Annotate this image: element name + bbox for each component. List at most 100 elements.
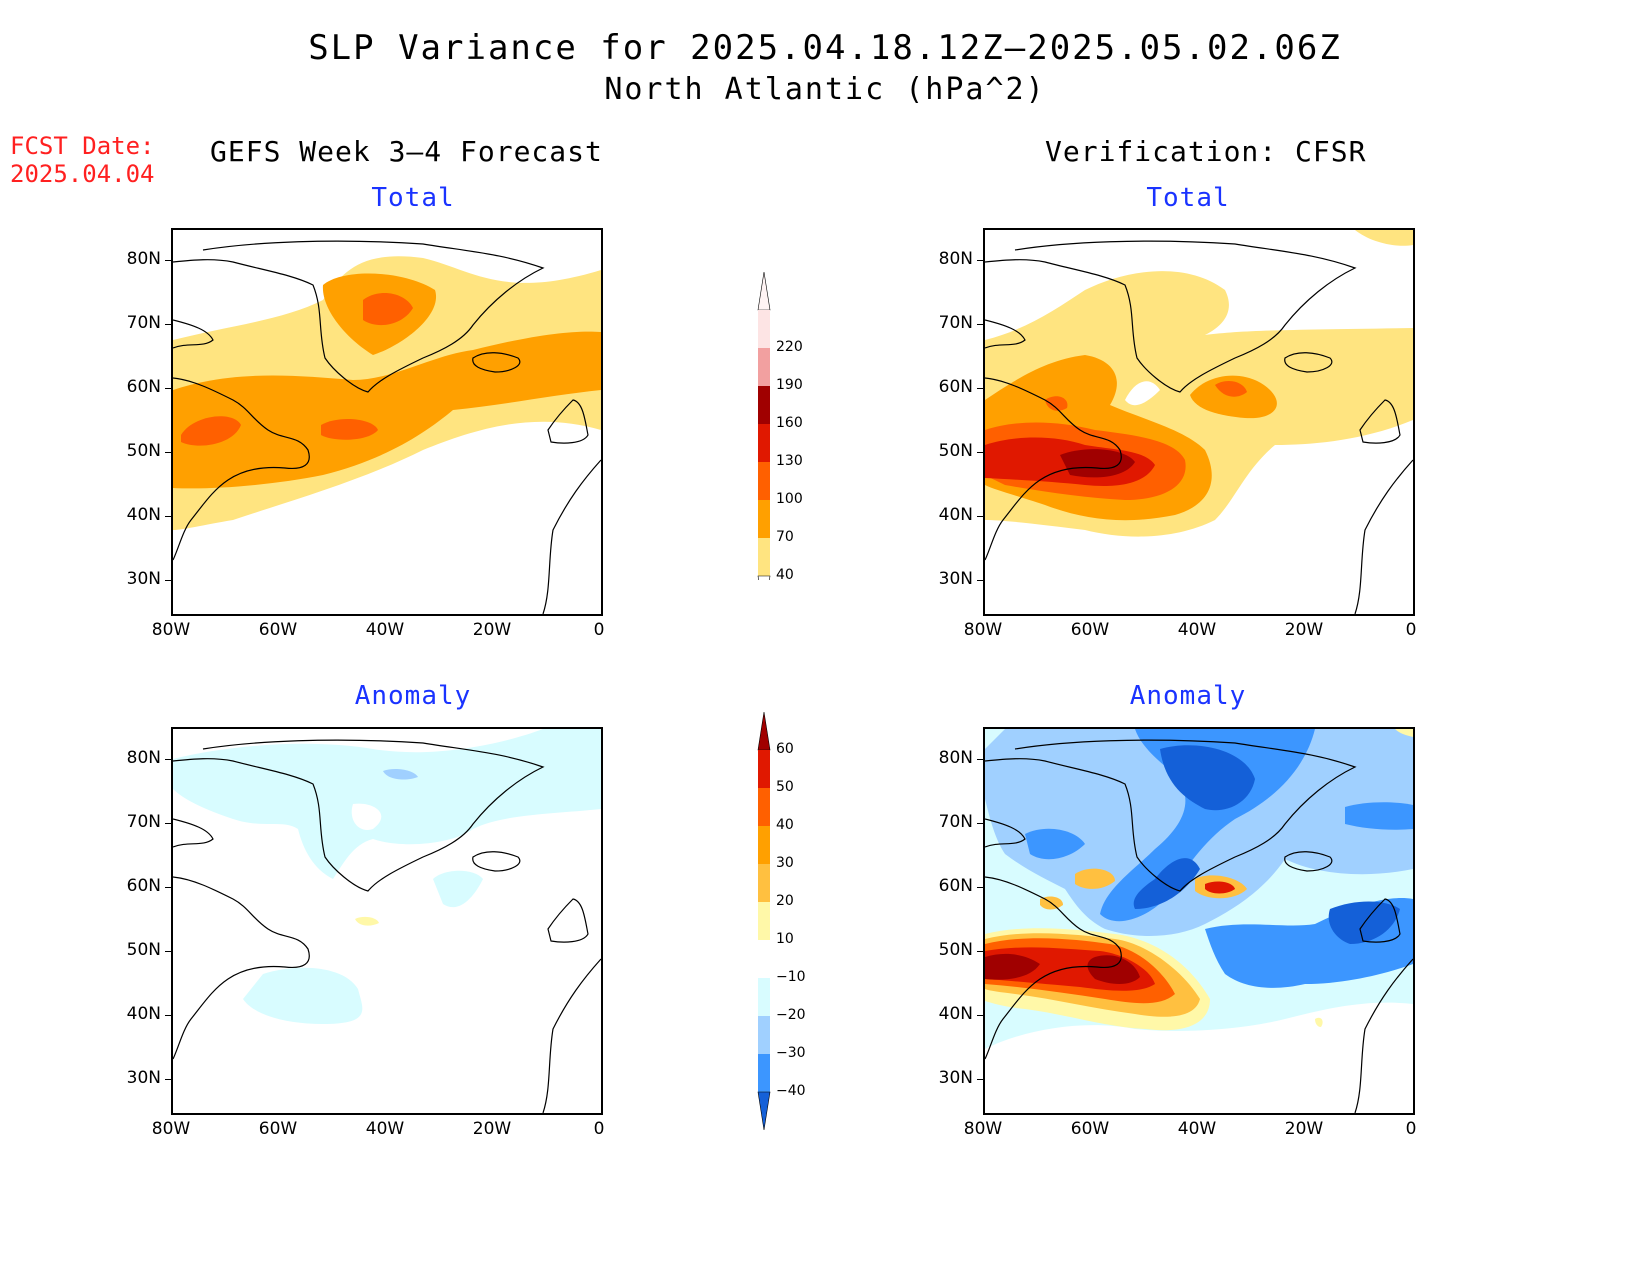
lon-tick-label: 0 xyxy=(1405,620,1417,640)
fcst-date-label: FCST Date: xyxy=(10,132,155,160)
lat-tick-label: 70N xyxy=(126,313,161,333)
colorbar-label: 130 xyxy=(776,453,803,469)
colorbar-label: −40 xyxy=(776,1083,806,1099)
lat-tick-label: 70N xyxy=(126,812,161,832)
lat-tick-mark xyxy=(165,388,171,389)
lat-tick-label: 60N xyxy=(938,377,973,397)
colorbar-segment xyxy=(758,500,770,538)
lon-tick-label: 80W xyxy=(963,1119,1003,1139)
colorbar-label: 30 xyxy=(776,855,794,871)
lon-tick-label: 0 xyxy=(593,620,605,640)
colorbar-segment xyxy=(758,386,770,424)
main-subtitle: North Atlantic (hPa^2) xyxy=(604,72,1046,107)
lon-tick-label: 60W xyxy=(1070,1119,1110,1139)
lat-tick-label: 40N xyxy=(938,505,973,525)
lon-tick-label: 0 xyxy=(1405,1119,1417,1139)
verif-anomaly-map xyxy=(983,727,1415,1115)
lat-tick-mark xyxy=(977,951,983,952)
colorbar-segment xyxy=(758,1016,770,1054)
colorbar-segment xyxy=(758,462,770,500)
colorbar-segment xyxy=(758,310,770,348)
lat-tick-mark xyxy=(165,260,171,261)
lat-tick-mark xyxy=(165,516,171,517)
anomaly-colorbar: 60 50 40 30 20 10 −10 −20 −30 −40 xyxy=(756,710,816,1134)
lon-tick-label: 80W xyxy=(963,620,1003,640)
lat-tick-label: 40N xyxy=(938,1004,973,1024)
lon-tick-label: 20W xyxy=(1284,1119,1324,1139)
lat-tick-label: 80N xyxy=(938,748,973,768)
lon-tick-label: 20W xyxy=(472,620,512,640)
forecast-total-subtitle: Total xyxy=(371,183,455,213)
lat-tick-mark xyxy=(165,580,171,581)
lat-tick-mark xyxy=(977,887,983,888)
lat-tick-mark xyxy=(165,1015,171,1016)
colorbar-bottom-arrow xyxy=(757,575,771,580)
total-colorbar: 220 190 160 130 100 70 40 xyxy=(756,270,816,583)
lat-tick-label: 30N xyxy=(126,1068,161,1088)
lat-tick-label: 60N xyxy=(126,377,161,397)
lat-tick-label: 70N xyxy=(938,812,973,832)
colorbar-segment xyxy=(758,424,770,462)
lon-tick-label: 40W xyxy=(365,620,405,640)
lat-tick-label: 60N xyxy=(938,876,973,896)
forecast-anomaly-subtitle: Anomaly xyxy=(354,681,472,711)
lat-tick-mark xyxy=(165,452,171,453)
colorbar-bottom-arrow xyxy=(757,1091,771,1131)
lat-tick-label: 80N xyxy=(938,249,973,269)
lat-tick-label: 50N xyxy=(938,940,973,960)
lat-tick-mark xyxy=(977,324,983,325)
lat-tick-mark xyxy=(165,951,171,952)
lat-tick-label: 80N xyxy=(126,748,161,768)
colorbar-label: 20 xyxy=(776,893,794,909)
lon-tick-label: 40W xyxy=(1177,620,1217,640)
lat-tick-mark xyxy=(165,759,171,760)
lat-tick-label: 30N xyxy=(938,1068,973,1088)
forecast-anomaly-map xyxy=(171,727,603,1115)
lat-tick-mark xyxy=(977,260,983,261)
colorbar-segment xyxy=(758,978,770,1016)
lat-tick-label: 40N xyxy=(126,505,161,525)
colorbar-segment xyxy=(758,826,770,864)
colorbar-segment xyxy=(758,940,770,978)
main-title: SLP Variance for 2025.04.18.12Z—2025.05.… xyxy=(308,28,1342,68)
lat-tick-mark xyxy=(165,887,171,888)
colorbar-segment xyxy=(758,902,770,940)
lat-tick-mark xyxy=(165,823,171,824)
lat-tick-mark xyxy=(977,823,983,824)
colorbar-label: −20 xyxy=(776,1007,806,1023)
colorbar-label: 50 xyxy=(776,779,794,795)
colorbar-top-arrow xyxy=(757,711,771,751)
lon-tick-label: 60W xyxy=(258,620,298,640)
forecast-column-title: GEFS Week 3—4 Forecast xyxy=(210,135,603,168)
colorbar-segment xyxy=(758,348,770,386)
lat-tick-label: 30N xyxy=(938,569,973,589)
lon-tick-label: 60W xyxy=(258,1119,298,1139)
lat-tick-mark xyxy=(977,1015,983,1016)
colorbar-segment xyxy=(758,1054,770,1092)
colorbar-segment xyxy=(758,788,770,826)
verif-anomaly-subtitle: Anomaly xyxy=(1129,681,1247,711)
lat-tick-mark xyxy=(165,1079,171,1080)
lon-tick-label: 80W xyxy=(151,1119,191,1139)
colorbar-segment xyxy=(758,864,770,902)
lat-tick-mark xyxy=(977,516,983,517)
lat-tick-mark xyxy=(977,580,983,581)
lon-tick-label: 40W xyxy=(365,1119,405,1139)
colorbar-label: 40 xyxy=(776,817,794,833)
lon-tick-label: 80W xyxy=(151,620,191,640)
verification-column-title: Verification: CFSR xyxy=(1045,135,1367,168)
lat-tick-label: 30N xyxy=(126,569,161,589)
lon-tick-label: 40W xyxy=(1177,1119,1217,1139)
lat-tick-mark xyxy=(977,759,983,760)
lon-tick-label: 20W xyxy=(1284,620,1324,640)
colorbar-label: 70 xyxy=(776,529,794,545)
lat-tick-mark xyxy=(977,1079,983,1080)
lat-tick-mark xyxy=(977,388,983,389)
lat-tick-label: 50N xyxy=(938,441,973,461)
lon-tick-label: 20W xyxy=(472,1119,512,1139)
colorbar-label: −10 xyxy=(776,969,806,985)
forecast-total-map xyxy=(171,228,603,616)
colorbar-label: 160 xyxy=(776,415,803,431)
colorbar-label: 190 xyxy=(776,377,803,393)
lat-tick-label: 40N xyxy=(126,1004,161,1024)
